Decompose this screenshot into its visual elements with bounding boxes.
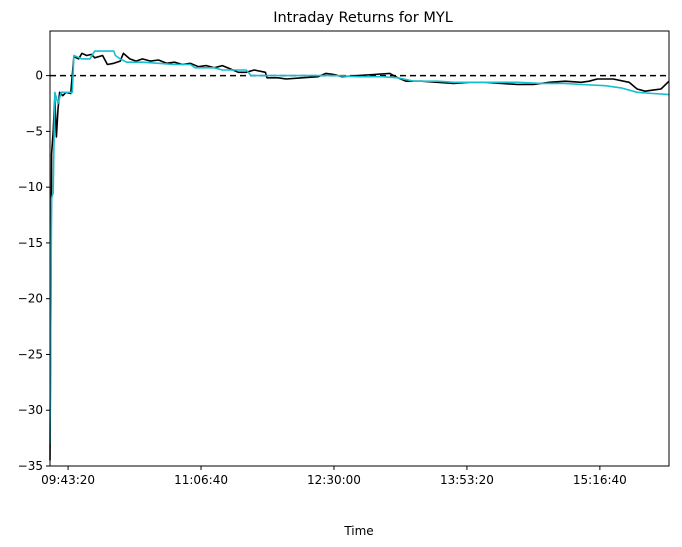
x-axis: 09:43:20 11:06:40 12:30:00 13:53:20 15:16:40 [41,466,627,487]
x-axis-label: Time [343,524,373,538]
y-tick-label: −20 [18,292,43,306]
series-line-1 [49,52,670,461]
x-tick-label: 11:06:40 [174,473,228,487]
y-axis: 0 −5 −10 −15 −20 −25 −30 −35 [18,69,50,473]
y-tick-label: −15 [18,236,43,250]
y-tick-label: 0 [35,69,43,83]
chart-title: Intraday Returns for MYL [273,10,453,26]
plot-area [49,30,670,467]
plot-frame [49,30,670,467]
series-line-2 [49,50,670,444]
y-tick-label: −30 [18,403,43,417]
y-tick-label: −5 [25,124,43,138]
y-tick-label: −25 [18,347,43,361]
y-tick-label: −10 [18,180,43,194]
x-tick-label: 15:16:40 [573,473,627,487]
x-tick-label: 12:30:00 [307,473,361,487]
y-tick-label: −35 [18,459,43,473]
x-tick-label: 13:53:20 [440,473,494,487]
x-tick-label: 09:43:20 [41,473,95,487]
